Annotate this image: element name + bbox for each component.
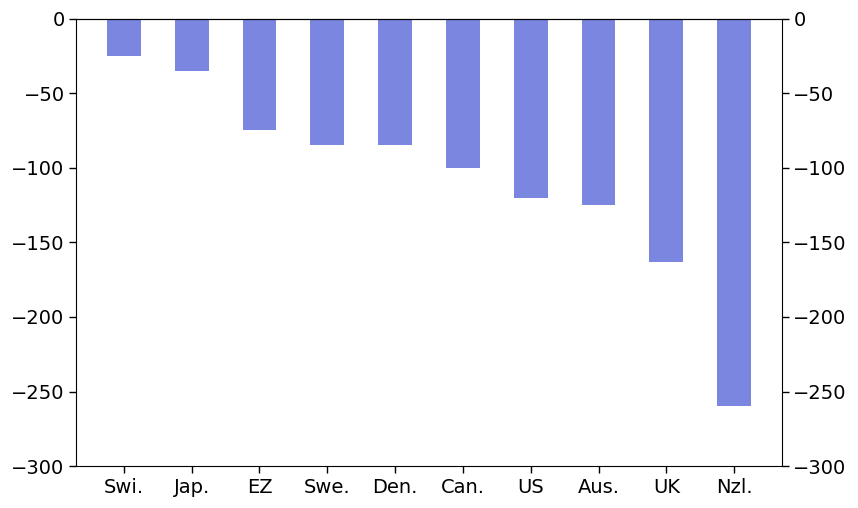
Bar <box>514 19 547 198</box>
Bar <box>650 19 683 262</box>
Bar <box>243 19 276 131</box>
Bar <box>175 19 208 71</box>
Bar <box>107 19 141 56</box>
Bar <box>311 19 344 145</box>
Bar <box>446 19 480 168</box>
Bar <box>717 19 751 406</box>
Bar <box>378 19 412 145</box>
Bar <box>582 19 615 205</box>
